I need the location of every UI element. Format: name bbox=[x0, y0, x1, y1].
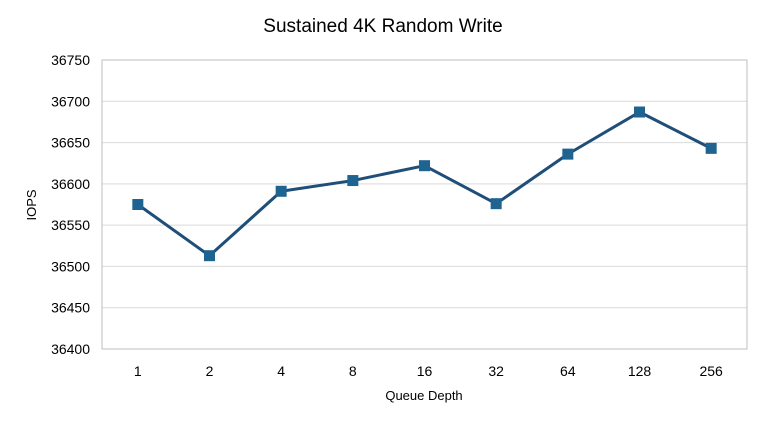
x-tick-label: 2 bbox=[206, 363, 214, 379]
x-tick-label: 32 bbox=[488, 363, 504, 379]
y-axis-ticks: 36400 36450 36500 36550 36600 36650 36700 36750 bbox=[51, 52, 90, 357]
y-tick-label: 36650 bbox=[51, 135, 90, 151]
y-tick-label: 36450 bbox=[51, 300, 90, 316]
gridlines bbox=[102, 59, 747, 350]
data-point bbox=[705, 142, 717, 154]
x-axis-ticks: 1 2 4 8 16 32 64 128 256 bbox=[134, 363, 723, 379]
y-tick-label: 36400 bbox=[51, 341, 90, 357]
chart-title: Sustained 4K Random Write bbox=[263, 16, 502, 37]
y-tick-label: 36500 bbox=[51, 258, 90, 274]
data-point bbox=[275, 185, 287, 197]
y-tick-label: 36700 bbox=[51, 93, 90, 109]
data-point bbox=[204, 250, 215, 262]
data-point bbox=[634, 106, 645, 118]
x-tick-label: 1 bbox=[134, 363, 142, 379]
y-tick-label: 36600 bbox=[51, 176, 90, 192]
data-point bbox=[419, 160, 430, 172]
plot-area bbox=[101, 59, 748, 350]
series-layer bbox=[132, 106, 717, 262]
x-tick-label: 128 bbox=[628, 363, 652, 379]
x-tick-label: 256 bbox=[699, 363, 723, 379]
data-point bbox=[490, 198, 502, 210]
data-point bbox=[347, 175, 359, 187]
x-tick-label: 16 bbox=[417, 363, 433, 379]
data-point bbox=[132, 199, 144, 210]
y-axis-label: IOPS bbox=[24, 189, 39, 220]
x-axis-label: Queue Depth bbox=[385, 388, 462, 403]
x-tick-label: 8 bbox=[349, 363, 357, 379]
y-tick-label: 36550 bbox=[51, 217, 90, 233]
y-tick-label: 36750 bbox=[51, 52, 90, 68]
x-tick-label: 4 bbox=[277, 363, 285, 379]
x-tick-label: 64 bbox=[560, 363, 576, 379]
data-point bbox=[562, 148, 574, 160]
